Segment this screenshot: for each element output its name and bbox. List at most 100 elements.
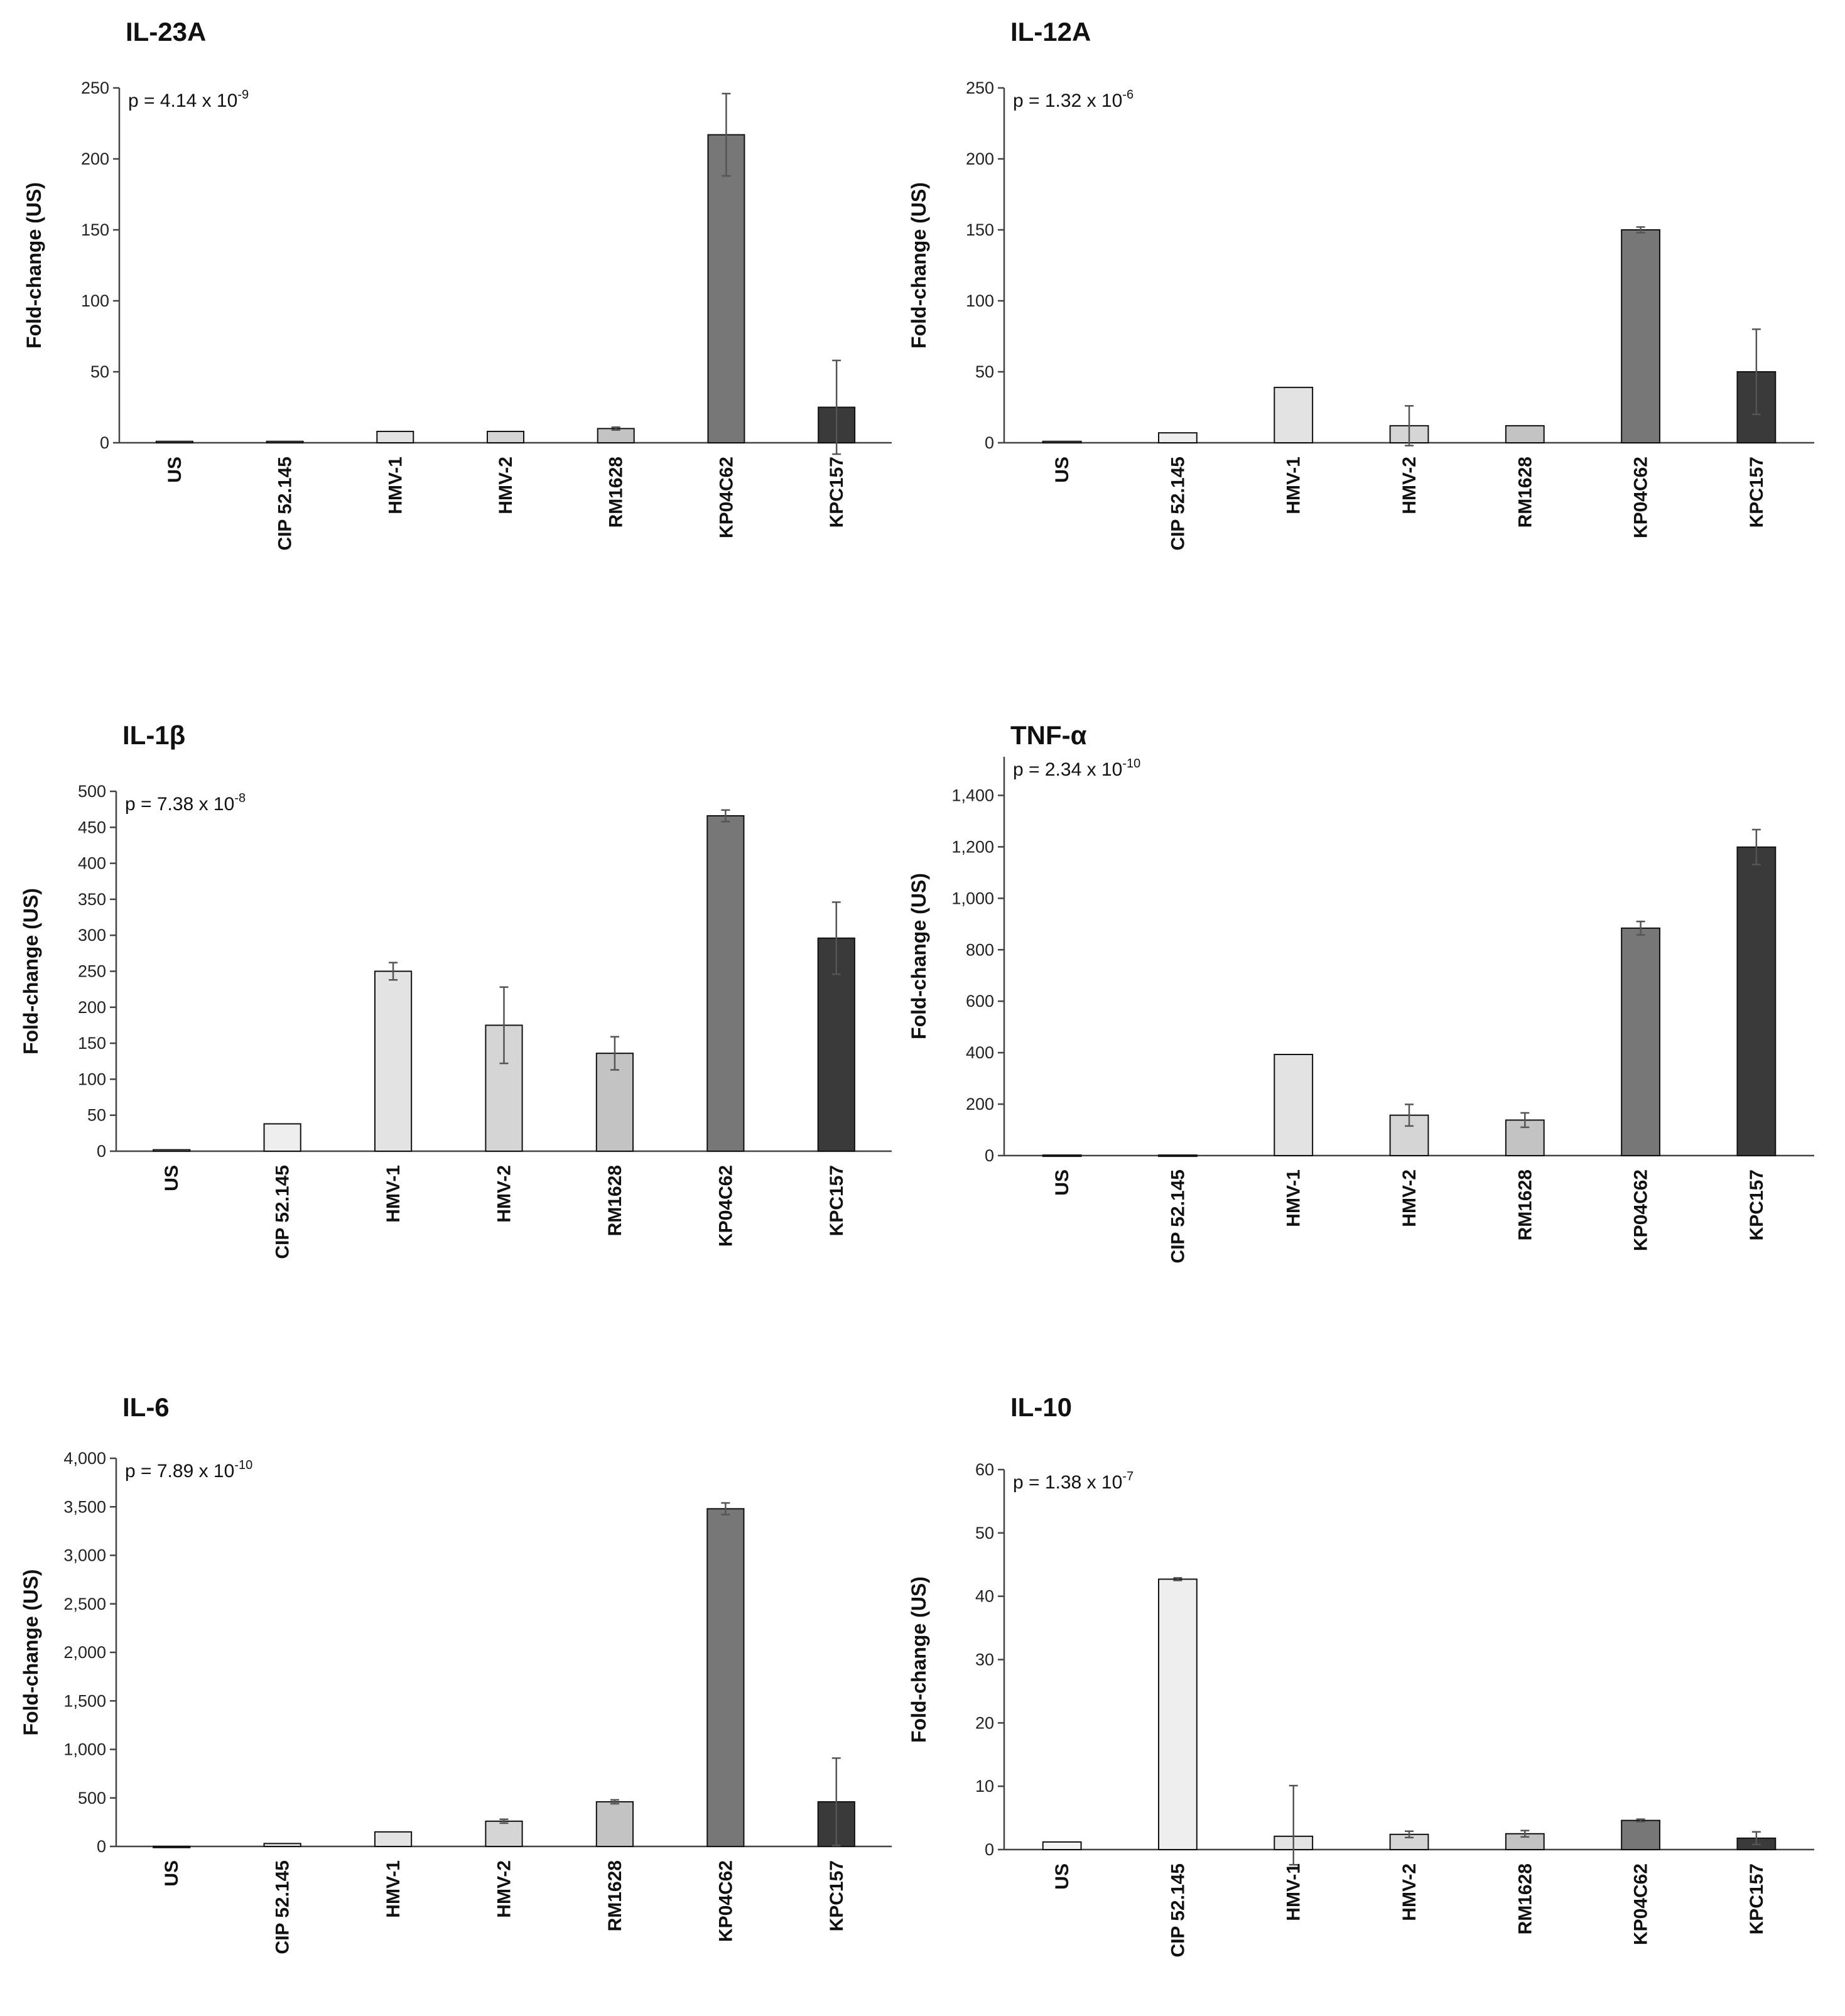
x-category-label: KP04C62 (715, 1165, 736, 1247)
error-bar-kp04c62 (1636, 920, 1645, 936)
chart-il-10: IL-10 Fold-change (US) 0 10 20 30 40 50 60 p = 1.… (907, 1392, 1814, 1958)
chart-title: IL-1β (122, 720, 185, 750)
chart-panel-il23a: IL-23A Fold-change (US) 0 50 100 150 200 250 p =… (0, 0, 922, 672)
x-category-label: KP04C62 (715, 1860, 736, 1942)
p-value-base: p = 7.89 x 10 (125, 1461, 234, 1482)
x-category-label: CIP 52.145 (1167, 1863, 1188, 1958)
y-tick-label: 20 (975, 1713, 994, 1732)
y-tick-label: 50 (90, 362, 109, 381)
x-category-label: KP04C62 (716, 457, 737, 538)
x-category-label: US (161, 1165, 182, 1191)
x-category-label: KPC157 (1746, 457, 1767, 528)
y-tick-label: 250 (81, 79, 109, 97)
y-tick-label: 200 (966, 1095, 994, 1114)
x-category-label: RM1628 (1515, 1169, 1535, 1240)
x-category-label: CIP 52.145 (1167, 1169, 1188, 1264)
x-category-label: HMV-2 (1399, 457, 1420, 514)
y-tick-label: 4,000 (63, 1449, 106, 1468)
bar-us (1042, 440, 1082, 443)
error-bar-kp04c62 (1636, 226, 1645, 234)
chart-panel-il1b: IL-1β Fold-change (US) 0 50 100 150 200 250 300 3… (0, 672, 922, 1344)
bar-hmv-1 (1274, 1053, 1314, 1156)
bar-kp04c62 (1621, 229, 1660, 443)
x-category-label: HMV-1 (1284, 1863, 1304, 1921)
y-tick-label: 1,500 (63, 1691, 106, 1710)
error-bar-kpc157 (1751, 828, 1761, 865)
x-category-label: RM1628 (605, 1165, 625, 1236)
error-bar-hmv-2 (1405, 1103, 1414, 1127)
y-tick-label: 200 (78, 998, 106, 1017)
y-tick-label: 50 (975, 1524, 994, 1542)
error-bar-hmv-2 (499, 1818, 509, 1824)
bar-rm1628 (595, 1801, 634, 1847)
error-bar-kpc157 (832, 359, 841, 455)
bar-us (1042, 1154, 1082, 1157)
p-value-annotation: p = 4.14 x 10-9 (128, 88, 249, 111)
y-tick-label: 60 (975, 1460, 994, 1479)
x-category-label: KP04C62 (1631, 1863, 1652, 1945)
y-axis-label: Fold-change (US) (907, 182, 930, 349)
y-tick-label: 400 (966, 1043, 994, 1062)
x-category-label: KP04C62 (1631, 1169, 1652, 1251)
bar-cip-52-145 (263, 1843, 301, 1847)
x-category-label: US (1052, 457, 1073, 483)
x-category-label: HMV-1 (1284, 457, 1304, 514)
y-tick-label: 100 (966, 291, 994, 310)
y-tick-label: 1,200 (951, 837, 994, 856)
y-tick-label: 200 (966, 149, 994, 168)
x-category-label: KPC157 (826, 1165, 847, 1236)
chart-il-12a: IL-12A Fold-change (US) 0 50 100 150 200 250 p =… (907, 17, 1814, 551)
x-category-label: KPC157 (1746, 1169, 1767, 1240)
chart-panel-il12a: IL-12A Fold-change (US) 0 50 100 150 200 250 p =… (907, 0, 1845, 672)
p-value-annotation: p = 1.38 x 10-7 (1013, 1470, 1134, 1493)
bar-kp04c62 (707, 134, 745, 444)
y-tick-label: 0 (985, 1840, 994, 1859)
x-category-label: KPC157 (826, 457, 847, 528)
y-tick-label: 2,500 (63, 1595, 106, 1613)
p-value-exponent: -6 (1122, 88, 1134, 102)
p-value-annotation: p = 7.89 x 10-10 (125, 1458, 252, 1482)
y-axis-label: Fold-change (US) (23, 182, 45, 349)
bar-hmv-1 (376, 430, 414, 443)
y-tick-label: 200 (81, 149, 109, 168)
y-tick-label: 800 (966, 940, 994, 959)
y-tick-label: 0 (97, 1142, 106, 1161)
x-category-label: CIP 52.145 (273, 1860, 293, 1954)
error-bar-kpc157 (831, 901, 841, 975)
x-category-label: US (1052, 1863, 1073, 1890)
bar-cip-52-145 (263, 1123, 301, 1152)
bar-hmv-1 (1274, 386, 1314, 443)
x-category-label: HMV-1 (383, 1860, 404, 1918)
y-tick-label: 600 (966, 992, 994, 1011)
bar-kpc157 (1736, 846, 1777, 1156)
x-category-label: HMV-2 (1399, 1863, 1420, 1921)
y-axis-label: Fold-change (US) (907, 1576, 930, 1743)
y-tick-label: 1,400 (951, 786, 994, 805)
p-value-annotation: p = 2.34 x 10-10 (1013, 757, 1140, 780)
x-category-label: HMV-1 (385, 457, 406, 514)
x-category-label: HMV-2 (1399, 1169, 1420, 1227)
y-tick-label: 350 (78, 890, 106, 909)
error-bar-kp04c62 (722, 92, 731, 177)
x-category-label: RM1628 (605, 1860, 625, 1931)
bar-us (1042, 1841, 1082, 1851)
y-axis-label: Fold-change (US) (19, 1569, 42, 1736)
y-axis-label: Fold-change (US) (907, 873, 930, 1039)
error-bar-hmv-1 (389, 962, 398, 981)
y-tick-label: 1,000 (951, 889, 994, 908)
y-tick-label: 3,000 (63, 1546, 106, 1565)
x-category-label: KPC157 (1746, 1863, 1767, 1934)
chart-il-1: IL-1β Fold-change (US) 0 50 100 150 200 250 300 3… (19, 720, 892, 1259)
p-value-base: p = 4.14 x 10 (128, 90, 237, 111)
y-tick-label: 3,500 (63, 1497, 106, 1516)
bar-kp04c62 (1621, 927, 1660, 1156)
error-bar-kp04c62 (721, 809, 730, 823)
error-bar-hmv-2 (499, 986, 509, 1065)
x-category-label: US (165, 457, 185, 483)
x-category-label: US (161, 1860, 182, 1887)
error-bar-kpc157 (831, 1757, 841, 1846)
y-tick-label: 400 (78, 854, 106, 873)
error-bar-rm1628 (610, 1036, 619, 1071)
bar-us (153, 1845, 191, 1848)
